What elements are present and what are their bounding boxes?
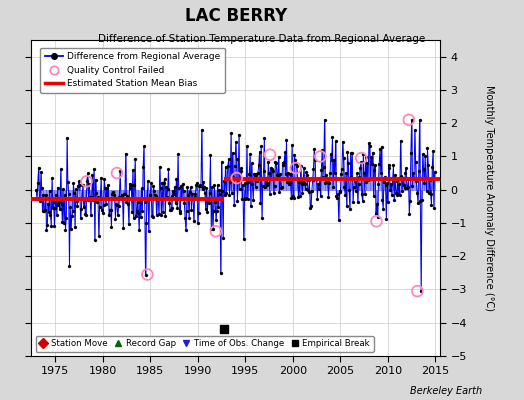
- Point: [113, 170, 121, 176]
- Text: Berkeley Earth: Berkeley Earth: [410, 386, 482, 396]
- Point: [82, 178, 91, 184]
- Point: [291, 165, 300, 171]
- Point: [212, 228, 220, 234]
- Point: [220, 326, 228, 332]
- Text: Difference of Station Temperature Data from Regional Average: Difference of Station Temperature Data f…: [99, 34, 425, 44]
- Point: [233, 175, 241, 181]
- Point: [413, 288, 421, 294]
- Point: [372, 218, 380, 224]
- Point: [266, 152, 274, 158]
- Point: [316, 153, 324, 160]
- Point: [357, 155, 365, 161]
- Legend: Station Move, Record Gap, Time of Obs. Change, Empirical Break: Station Move, Record Gap, Time of Obs. C…: [36, 336, 374, 352]
- Title: LAC BERRY: LAC BERRY: [184, 6, 287, 24]
- Y-axis label: Monthly Temperature Anomaly Difference (°C): Monthly Temperature Anomaly Difference (…: [484, 85, 494, 311]
- Point: [143, 271, 151, 278]
- Point: [405, 117, 413, 123]
